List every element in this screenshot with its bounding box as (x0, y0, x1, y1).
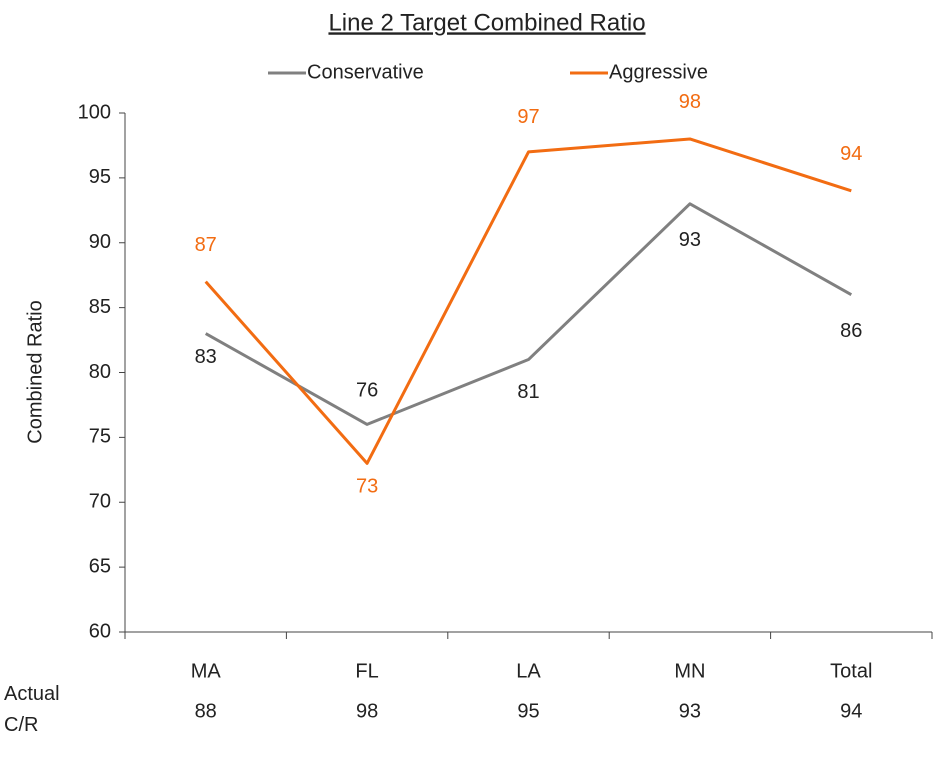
y-tick-label: 60 (89, 620, 111, 642)
data-label: 81 (517, 381, 539, 403)
series-line (204, 137, 852, 465)
data-label: 76 (356, 380, 378, 402)
data-label: 83 (195, 346, 217, 368)
data-label: 93 (679, 229, 701, 251)
y-tick-label: 100 (78, 101, 111, 123)
y-tick-label: 65 (89, 555, 111, 577)
y-tick-label: 95 (89, 166, 111, 188)
y-tick-label: 85 (89, 296, 111, 318)
y-tick-label: 80 (89, 361, 111, 383)
x-tick-label: LA (516, 660, 541, 682)
actual-value: 98 (356, 700, 378, 722)
x-tick-label: FL (355, 660, 378, 682)
x-tick-label: MA (191, 660, 222, 682)
data-label: 94 (840, 143, 862, 165)
chart-title: Line 2 Target Combined Ratio (328, 9, 645, 36)
series-line (204, 202, 853, 426)
y-tick-label: 90 (89, 231, 111, 253)
data-label: 97 (517, 106, 539, 128)
x-tick-label: MN (674, 660, 705, 682)
data-label: 73 (356, 476, 378, 498)
data-label: 87 (195, 234, 217, 256)
legend-label: Aggressive (609, 61, 708, 83)
data-label: 98 (679, 91, 701, 113)
legend-label: Conservative (307, 61, 424, 83)
actual-value: 93 (679, 700, 701, 722)
actual-value: 94 (840, 700, 862, 722)
y-tick-label: 75 (89, 426, 111, 448)
actual-value: 95 (517, 700, 539, 722)
actual-value: 88 (195, 700, 217, 722)
data-label: 86 (840, 320, 862, 342)
y-axis-label: Combined Ratio (24, 300, 46, 443)
y-tick-label: 70 (89, 491, 111, 513)
x-tick-label: Total (830, 660, 872, 682)
actual-label: Actual C/R (4, 683, 60, 736)
